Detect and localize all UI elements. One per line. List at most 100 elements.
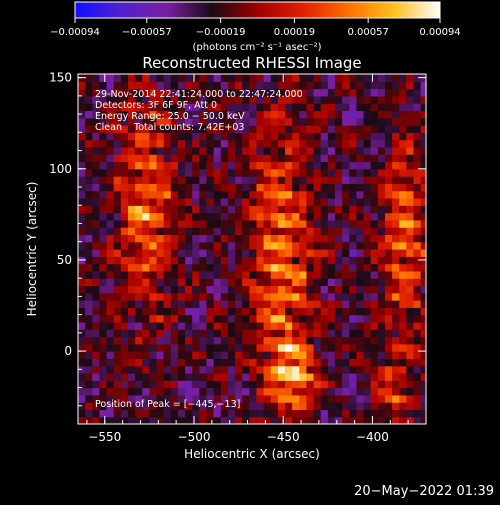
heatmap-cell [342, 95, 350, 104]
heatmap-cell [413, 205, 422, 214]
heatmap-cell [370, 300, 379, 308]
heatmap-cell [406, 132, 415, 141]
heatmap-cell [406, 307, 415, 316]
heatmap-cell [406, 300, 415, 308]
heatmap-cell [127, 402, 136, 411]
heatmap-cell [327, 227, 336, 236]
heatmap-cell [142, 336, 150, 345]
heatmap-cell [113, 394, 122, 403]
heatmap-cell [149, 409, 158, 418]
heatmap-cell [349, 372, 357, 381]
heatmap-cell [356, 292, 365, 301]
heatmap-cell [163, 358, 172, 367]
heatmap-cell [270, 249, 279, 257]
heatmap-cell [220, 212, 229, 221]
heatmap-cell [299, 146, 308, 155]
heatmap-cell [99, 278, 108, 287]
heatmap-cell [113, 139, 122, 148]
heatmap-cell [277, 300, 286, 308]
heatmap-cell [256, 256, 265, 265]
heatmap-cell [392, 103, 400, 112]
heatmap-cell [299, 394, 308, 403]
heatmap-cell [334, 103, 343, 112]
heatmap-cell [142, 139, 150, 148]
heatmap-cell [227, 125, 236, 133]
heatmap-cell [113, 292, 122, 301]
heatmap-cell [106, 234, 115, 243]
heatmap-cell [334, 372, 343, 381]
heatmap-cell [349, 329, 357, 338]
heatmap-cell [149, 402, 158, 411]
heatmap-cell [113, 372, 122, 381]
heatmap-cell [99, 387, 108, 396]
heatmap-cell [406, 190, 415, 199]
heatmap-cell [377, 314, 386, 323]
heatmap-cell [292, 256, 300, 265]
heatmap-cell [420, 205, 426, 214]
heatmap-cell [227, 380, 236, 389]
heatmap-cell [199, 125, 208, 133]
heatmap-cell [113, 336, 122, 345]
heatmap-cell [177, 197, 186, 206]
heatmap-cell [256, 139, 265, 148]
heatmap-cell [285, 154, 293, 163]
heatmap-cell [199, 365, 208, 374]
heatmap-cell [392, 365, 400, 374]
heatmap-cell [313, 205, 322, 214]
heatmap-cell [377, 292, 386, 301]
heatmap-cell [135, 183, 143, 192]
heatmap-cell [342, 132, 350, 141]
heatmap-cell [399, 154, 407, 163]
heatmap-cell [285, 358, 293, 367]
heatmap-cell [420, 219, 426, 228]
heatmap-cell [413, 139, 422, 148]
heatmap-cell [384, 234, 393, 243]
heatmap-cell [163, 256, 172, 265]
heatmap-cell [406, 387, 415, 396]
heatmap-cell [163, 402, 172, 411]
heatmap-cell [206, 168, 215, 177]
heatmap-cell [342, 183, 350, 192]
heatmap-cell [377, 336, 386, 345]
heatmap-cell [127, 154, 136, 163]
heatmap-cell [413, 146, 422, 155]
heatmap-cell [156, 154, 165, 163]
heatmap-cell [227, 132, 236, 141]
heatmap-cell [327, 380, 336, 389]
heatmap-cell [277, 205, 286, 214]
heatmap-cell [370, 103, 379, 112]
heatmap-cell [156, 402, 165, 411]
heatmap-cell [99, 88, 108, 97]
heatmap-cell [320, 314, 329, 323]
heatmap-cell [342, 168, 350, 177]
heatmap-cell [170, 168, 179, 177]
heatmap-cell [106, 197, 115, 206]
colorbar-tick-label: 0.00057 [347, 27, 388, 38]
heatmap-cell [370, 270, 379, 279]
heatmap-cell [420, 117, 426, 126]
heatmap-cell [356, 219, 365, 228]
heatmap-cell [206, 132, 215, 141]
heatmap-cell [363, 103, 372, 112]
heatmap-cell [334, 197, 343, 206]
heatmap-cell [235, 197, 243, 206]
heatmap-cell [127, 74, 136, 82]
heatmap-cell [99, 372, 108, 381]
heatmap-cell [299, 372, 308, 381]
heatmap-cell [277, 394, 286, 403]
heatmap-cell [377, 307, 386, 316]
heatmap-cell [256, 74, 265, 82]
heatmap-cell [235, 176, 243, 184]
heatmap-cell [349, 74, 357, 82]
heatmap-cell [406, 146, 415, 155]
heatmap-cell [213, 219, 222, 228]
heatmap-cell [356, 81, 365, 90]
heatmap-cell [270, 394, 279, 403]
heatmap-cell [213, 168, 222, 177]
heatmap-cell [142, 110, 150, 119]
heatmap-cell [363, 380, 372, 389]
heatmap-cell [135, 117, 143, 126]
heatmap-cell [192, 234, 200, 243]
heatmap-cell [185, 249, 193, 257]
heatmap-cell [256, 394, 265, 403]
